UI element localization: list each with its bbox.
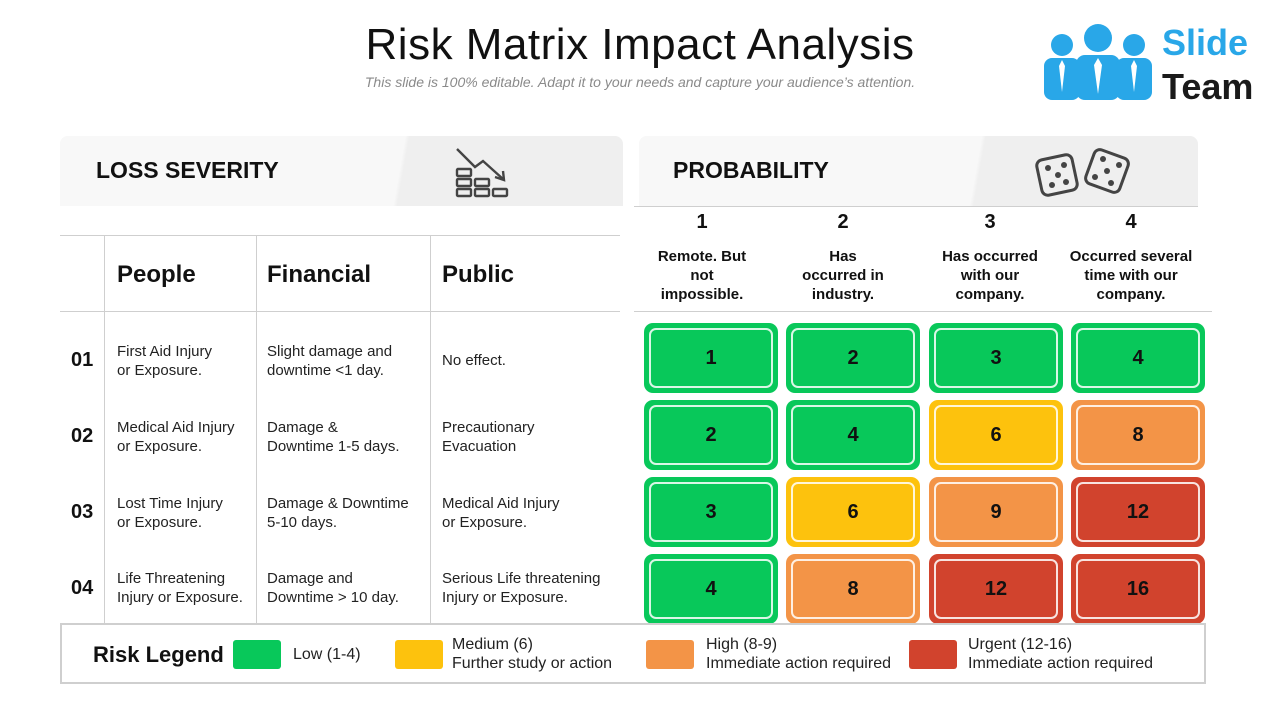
risk-cell: 8 xyxy=(1071,400,1205,470)
risk-legend xyxy=(60,623,1206,684)
risk-cell: 9 xyxy=(929,477,1063,547)
legend-label-high: High (8-9) Immediate action required xyxy=(706,636,891,672)
logo-text-team: Team xyxy=(1162,66,1254,107)
row-number: 04 xyxy=(71,577,94,599)
logo-text-slide: Slide xyxy=(1162,22,1249,63)
cell-public: Serious Life threatening Injury or Exposu… xyxy=(442,570,601,606)
cell-financial: Damage and Downtime > 10 day. xyxy=(267,570,399,606)
row-number: 01 xyxy=(71,349,94,371)
dice-icon xyxy=(1035,148,1130,197)
loss-severity-header: LOSS SEVERITY xyxy=(60,136,623,206)
risk-cell: 2 xyxy=(644,400,778,470)
row-number: 02 xyxy=(71,425,94,447)
risk-cell: 3 xyxy=(644,477,778,547)
table-header-divider xyxy=(60,311,620,312)
risk-cell: 6 xyxy=(786,477,920,547)
page-title: Risk Matrix Impact Analysis xyxy=(365,20,915,69)
probability-desc-2: Has occurred in industry. xyxy=(802,248,884,303)
cell-public: Medical Aid Injury or Exposure. xyxy=(442,495,560,531)
risk-cell: 16 xyxy=(1071,554,1205,624)
cell-public: Precautionary Evacuation xyxy=(442,419,535,455)
probability-number-4: 4 xyxy=(1125,211,1137,233)
legend-swatch-low xyxy=(233,640,281,669)
loss-severity-title: LOSS SEVERITY xyxy=(96,157,279,183)
risk-cell: 3 xyxy=(929,323,1063,393)
risk-cell: 8 xyxy=(786,554,920,624)
declining-chart-icon xyxy=(455,148,509,198)
page-subtitle: This slide is 100% editable. Adapt it to… xyxy=(364,74,916,90)
table-top-border xyxy=(60,235,620,236)
risk-cell: 4 xyxy=(1071,323,1205,393)
probability-bottom-border xyxy=(634,311,1212,312)
probability-number-3: 3 xyxy=(984,211,996,233)
column-header-financial: Financial xyxy=(267,261,372,288)
cell-financial: Damage & Downtime 5-10 days. xyxy=(267,495,409,531)
row-number: 03 xyxy=(71,501,94,523)
probability-title: PROBABILITY xyxy=(673,157,829,183)
column-divider xyxy=(256,235,257,623)
risk-cell: 4 xyxy=(786,400,920,470)
column-divider xyxy=(104,235,105,623)
legend-swatch-high xyxy=(646,640,694,669)
risk-cell: 2 xyxy=(786,323,920,393)
cell-people: Medical Aid Injury or Exposure. xyxy=(117,419,235,455)
risk-cell: 1 xyxy=(644,323,778,393)
risk-cell: 12 xyxy=(929,554,1063,624)
legend-label-medium: Medium (6) Further study or action xyxy=(452,636,613,672)
probability-desc-4: Occurred several time with our company. xyxy=(1069,248,1193,303)
risk-cell: 12 xyxy=(1071,477,1205,547)
cell-people: First Aid Injury or Exposure. xyxy=(117,343,213,379)
cell-people: Lost Time Injury or Exposure. xyxy=(117,495,223,531)
probability-number-2: 2 xyxy=(837,211,849,233)
probability-header: PROBABILITY xyxy=(639,136,1198,206)
cell-financial: Slight damage and downtime <1 day. xyxy=(267,343,393,379)
cell-public: No effect. xyxy=(442,352,506,369)
risk-legend-title: Risk Legend xyxy=(93,642,224,667)
probability-desc-1: Remote. But not impossible. xyxy=(657,248,747,303)
column-header-people: People xyxy=(117,261,196,288)
column-header-public: Public xyxy=(442,261,515,288)
legend-label-urgent: Urgent (12-16) Immediate action required xyxy=(968,636,1153,672)
risk-cell: 6 xyxy=(929,400,1063,470)
risk-cell: 4 xyxy=(644,554,778,624)
legend-swatch-medium xyxy=(395,640,443,669)
legend-label-low: Low (1-4) xyxy=(293,646,361,663)
column-divider xyxy=(430,235,431,623)
probability-top-border xyxy=(634,206,1198,207)
probability-number-1: 1 xyxy=(696,211,708,233)
cell-people: Life Threatening Injury or Exposure. xyxy=(117,570,243,606)
team-people-icon xyxy=(1044,24,1152,100)
cell-financial: Damage & Downtime 1-5 days. xyxy=(267,419,400,455)
probability-desc-3: Has occurred with our company. xyxy=(942,248,1038,303)
legend-swatch-urgent xyxy=(909,640,957,669)
